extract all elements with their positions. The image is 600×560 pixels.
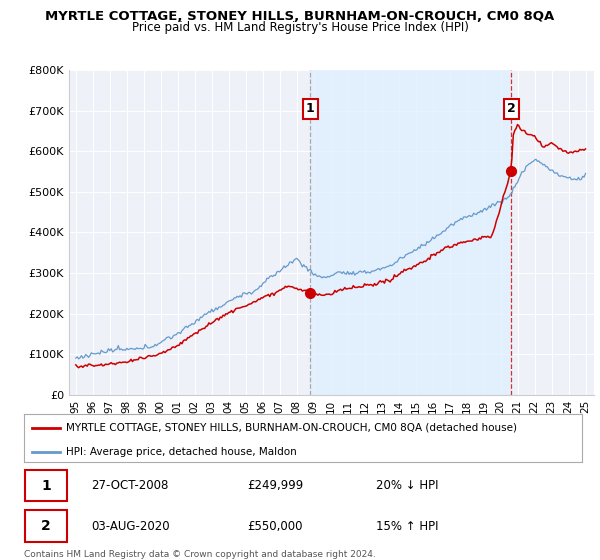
FancyBboxPatch shape [25, 510, 67, 542]
Text: MYRTLE COTTAGE, STONEY HILLS, BURNHAM-ON-CROUCH, CM0 8QA (detached house): MYRTLE COTTAGE, STONEY HILLS, BURNHAM-ON… [66, 423, 517, 433]
Text: £550,000: £550,000 [247, 520, 303, 533]
Text: 15% ↑ HPI: 15% ↑ HPI [376, 520, 438, 533]
Text: HPI: Average price, detached house, Maldon: HPI: Average price, detached house, Mald… [66, 446, 296, 456]
Text: £249,999: £249,999 [247, 479, 304, 492]
Text: 1: 1 [41, 478, 51, 492]
Text: 2: 2 [41, 519, 51, 533]
FancyBboxPatch shape [25, 470, 67, 501]
Text: 2: 2 [507, 102, 515, 115]
Text: MYRTLE COTTAGE, STONEY HILLS, BURNHAM-ON-CROUCH, CM0 8QA: MYRTLE COTTAGE, STONEY HILLS, BURNHAM-ON… [46, 10, 554, 22]
Text: Price paid vs. HM Land Registry's House Price Index (HPI): Price paid vs. HM Land Registry's House … [131, 21, 469, 34]
Text: Contains HM Land Registry data © Crown copyright and database right 2024.
This d: Contains HM Land Registry data © Crown c… [24, 550, 376, 560]
Text: 20% ↓ HPI: 20% ↓ HPI [376, 479, 438, 492]
Text: 03-AUG-2020: 03-AUG-2020 [91, 520, 170, 533]
Text: 27-OCT-2008: 27-OCT-2008 [91, 479, 169, 492]
Bar [310, 70, 511, 395]
Text: 1: 1 [306, 102, 314, 115]
